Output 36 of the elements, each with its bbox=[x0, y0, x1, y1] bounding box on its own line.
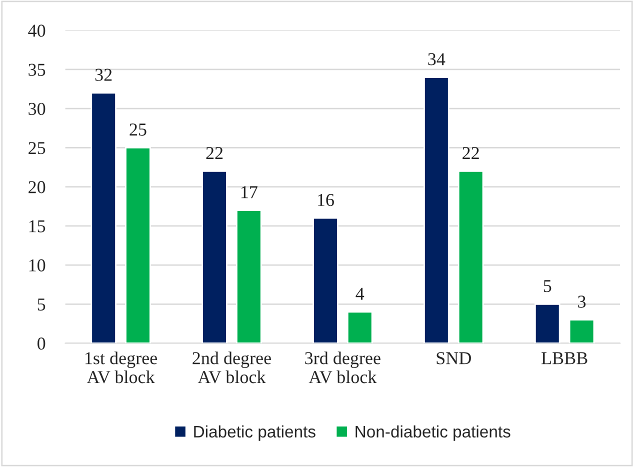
bar bbox=[424, 76, 450, 344]
y-tick-label: 5 bbox=[38, 298, 46, 311]
bar bbox=[534, 303, 560, 344]
bar bbox=[312, 217, 338, 344]
data-label: 32 bbox=[95, 68, 112, 81]
y-tick-label: 40 bbox=[28, 24, 46, 37]
bar bbox=[568, 319, 595, 344]
y-tick-label: 15 bbox=[29, 220, 46, 232]
x-tick-label: 1st degree AV block bbox=[86, 352, 157, 384]
legend-label: Non-diabetic patients bbox=[356, 425, 510, 441]
data-label: 25 bbox=[130, 124, 146, 136]
data-label: 22 bbox=[206, 147, 223, 159]
y-tick-label: 20 bbox=[28, 181, 46, 194]
y-tick-label: 25 bbox=[28, 142, 46, 154]
y-tick-label: 0 bbox=[38, 338, 46, 350]
data-label: 22 bbox=[462, 147, 479, 159]
bar bbox=[346, 311, 373, 344]
bar bbox=[125, 146, 151, 344]
data-label: 5 bbox=[544, 280, 552, 292]
bar bbox=[458, 170, 484, 344]
y-tick-label: 10 bbox=[29, 259, 46, 272]
legend-label: Diabetic patients bbox=[194, 425, 316, 441]
data-label: 3 bbox=[578, 296, 586, 308]
data-label: 17 bbox=[241, 186, 258, 198]
x-tick-label: 2nd degree AV block bbox=[192, 352, 271, 384]
data-label: 34 bbox=[428, 53, 446, 66]
y-tick-label: 30 bbox=[28, 102, 46, 116]
x-tick-label: SND bbox=[436, 352, 471, 364]
bar bbox=[202, 170, 228, 344]
y-tick-label: 35 bbox=[28, 64, 46, 76]
x-tick-label: LBBB bbox=[542, 352, 588, 364]
bar bbox=[90, 92, 116, 344]
data-label: 4 bbox=[356, 288, 364, 300]
data-label: 16 bbox=[318, 194, 334, 206]
x-tick-label: 3rd degree AV block bbox=[305, 352, 380, 384]
bar bbox=[236, 210, 262, 344]
